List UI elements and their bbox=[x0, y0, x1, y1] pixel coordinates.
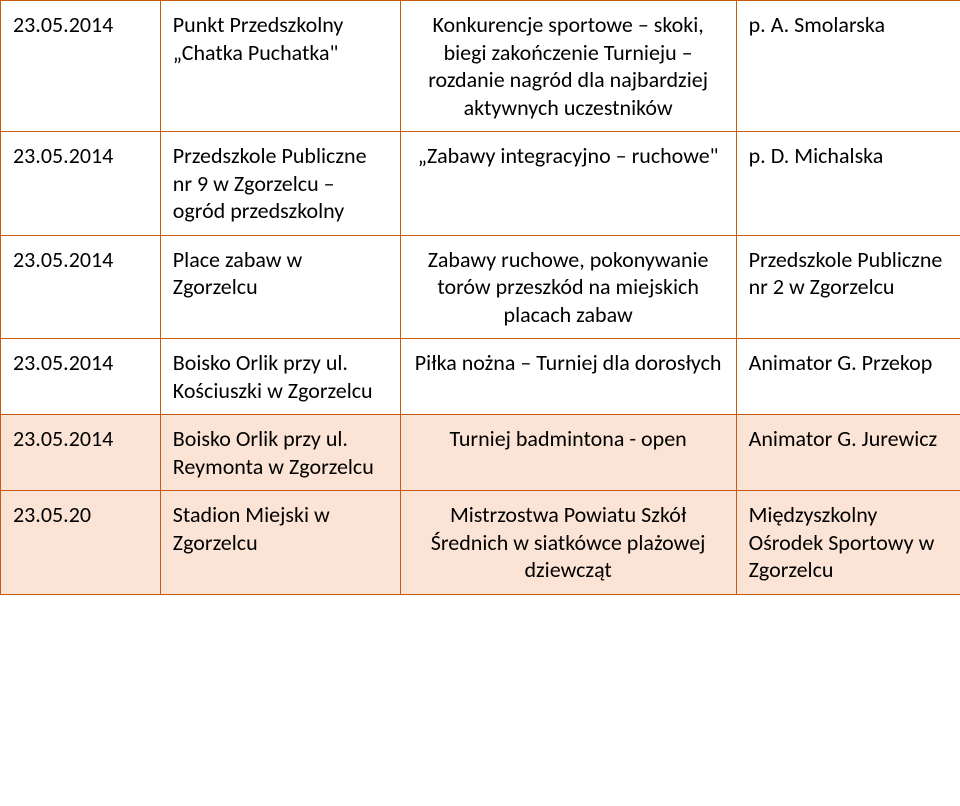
cell-event: Konkurencje sportowe – skoki, biegi zako… bbox=[400, 1, 736, 132]
table-row: 23.05.2014 Boisko Orlik przy ul. Kościus… bbox=[1, 339, 960, 415]
cell-place: Boisko Orlik przy ul. Kościuszki w Zgorz… bbox=[160, 339, 400, 415]
table-row: 23.05.2014 Punkt Przedszkolny „Chatka Pu… bbox=[1, 1, 960, 132]
cell-place: Boisko Orlik przy ul. Reymonta w Zgorzel… bbox=[160, 415, 400, 491]
cell-place: Punkt Przedszkolny „Chatka Puchatka" bbox=[160, 1, 400, 132]
cell-org: Przedszkole Publiczne nr 2 w Zgorzelcu bbox=[736, 235, 960, 339]
schedule-table: 23.05.2014 Punkt Przedszkolny „Chatka Pu… bbox=[0, 0, 960, 595]
cell-date: 23.05.2014 bbox=[1, 1, 161, 132]
cell-date: 23.05.20 bbox=[1, 491, 161, 595]
cell-place: Przedszkole Publiczne nr 9 w Zgorzelcu –… bbox=[160, 132, 400, 236]
table-row: 23.05.20 Stadion Miejski w Zgorzelcu Mis… bbox=[1, 491, 960, 595]
cell-org: Animator G. Jurewicz bbox=[736, 415, 960, 491]
cell-org: p. D. Michalska bbox=[736, 132, 960, 236]
cell-date: 23.05.2014 bbox=[1, 415, 161, 491]
cell-org: Międzyszkolny Ośrodek Sportowy w Zgorzel… bbox=[736, 491, 960, 595]
cell-event: „Zabawy integracyjno – ruchowe" bbox=[400, 132, 736, 236]
cell-place: Stadion Miejski w Zgorzelcu bbox=[160, 491, 400, 595]
table-row: 23.05.2014 Place zabaw w Zgorzelcu Zabaw… bbox=[1, 235, 960, 339]
cell-date: 23.05.2014 bbox=[1, 132, 161, 236]
table-row: 23.05.2014 Boisko Orlik przy ul. Reymont… bbox=[1, 415, 960, 491]
cell-org: Animator G. Przekop bbox=[736, 339, 960, 415]
cell-place: Place zabaw w Zgorzelcu bbox=[160, 235, 400, 339]
cell-date: 23.05.2014 bbox=[1, 339, 161, 415]
cell-date: 23.05.2014 bbox=[1, 235, 161, 339]
cell-event: Mistrzostwa Powiatu Szkół Średnich w sia… bbox=[400, 491, 736, 595]
cell-org: p. A. Smolarska bbox=[736, 1, 960, 132]
cell-event: Piłka nożna – Turniej dla dorosłych bbox=[400, 339, 736, 415]
cell-event: Turniej badmintona - open bbox=[400, 415, 736, 491]
cell-event: Zabawy ruchowe, pokonywanie torów przesz… bbox=[400, 235, 736, 339]
table-row: 23.05.2014 Przedszkole Publiczne nr 9 w … bbox=[1, 132, 960, 236]
